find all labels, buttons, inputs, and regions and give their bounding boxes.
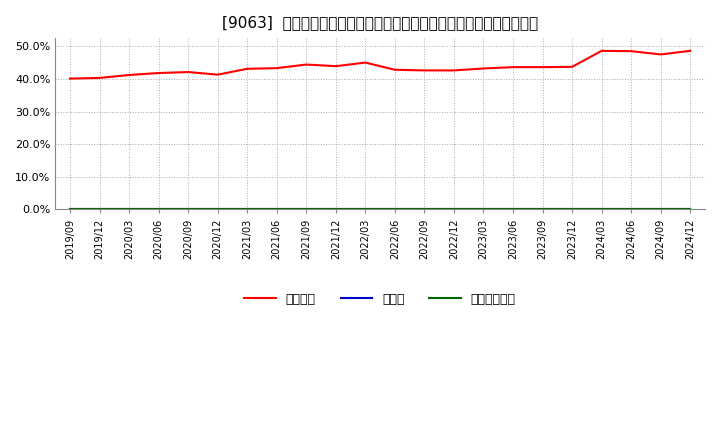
繰延税金資産: [125, 207, 133, 212]
繰延税金資産: [272, 207, 281, 212]
のれん: [539, 207, 547, 212]
繰延税金資産: [449, 207, 458, 212]
自己資本: [627, 48, 636, 54]
繰延税金資産: [627, 207, 636, 212]
繰延税金資産: [361, 207, 369, 212]
のれん: [361, 207, 369, 212]
のれん: [390, 207, 399, 212]
繰延税金資産: [213, 207, 222, 212]
自己資本: [272, 66, 281, 71]
Legend: 自己資本, のれん, 繰延税金資産: 自己資本, のれん, 繰延税金資産: [240, 288, 521, 311]
のれん: [657, 207, 665, 212]
Line: 自己資本: 自己資本: [70, 51, 690, 79]
繰延税金資産: [539, 207, 547, 212]
自己資本: [66, 76, 74, 81]
のれん: [627, 207, 636, 212]
自己資本: [213, 72, 222, 77]
繰延税金資産: [568, 207, 577, 212]
自己資本: [302, 62, 310, 67]
繰延税金資産: [331, 207, 340, 212]
自己資本: [361, 60, 369, 65]
のれん: [331, 207, 340, 212]
繰延税金資産: [420, 207, 428, 212]
自己資本: [243, 66, 251, 71]
自己資本: [154, 70, 163, 76]
のれん: [95, 207, 104, 212]
自己資本: [420, 68, 428, 73]
自己資本: [686, 48, 695, 54]
自己資本: [539, 65, 547, 70]
自己資本: [657, 52, 665, 57]
のれん: [302, 207, 310, 212]
のれん: [272, 207, 281, 212]
繰延税金資産: [154, 207, 163, 212]
自己資本: [598, 48, 606, 54]
のれん: [213, 207, 222, 212]
繰延税金資産: [243, 207, 251, 212]
のれん: [243, 207, 251, 212]
繰延税金資産: [657, 207, 665, 212]
Title: [9063]  自己資本、のれん、繰延税金資産の総資産に対する比率の推移: [9063] 自己資本、のれん、繰延税金資産の総資産に対する比率の推移: [222, 15, 538, 30]
繰延税金資産: [390, 207, 399, 212]
自己資本: [509, 65, 518, 70]
自己資本: [449, 68, 458, 73]
自己資本: [95, 75, 104, 81]
のれん: [449, 207, 458, 212]
繰延税金資産: [66, 207, 74, 212]
のれん: [184, 207, 192, 212]
繰延税金資産: [509, 207, 518, 212]
繰延税金資産: [598, 207, 606, 212]
のれん: [568, 207, 577, 212]
自己資本: [184, 70, 192, 75]
自己資本: [480, 66, 488, 71]
のれん: [125, 207, 133, 212]
のれん: [509, 207, 518, 212]
繰延税金資産: [302, 207, 310, 212]
繰延税金資産: [480, 207, 488, 212]
繰延税金資産: [686, 207, 695, 212]
繰延税金資産: [184, 207, 192, 212]
自己資本: [568, 64, 577, 70]
自己資本: [125, 72, 133, 77]
自己資本: [331, 63, 340, 69]
繰延税金資産: [95, 207, 104, 212]
のれん: [686, 207, 695, 212]
のれん: [598, 207, 606, 212]
のれん: [66, 207, 74, 212]
のれん: [420, 207, 428, 212]
のれん: [480, 207, 488, 212]
自己資本: [390, 67, 399, 73]
のれん: [154, 207, 163, 212]
